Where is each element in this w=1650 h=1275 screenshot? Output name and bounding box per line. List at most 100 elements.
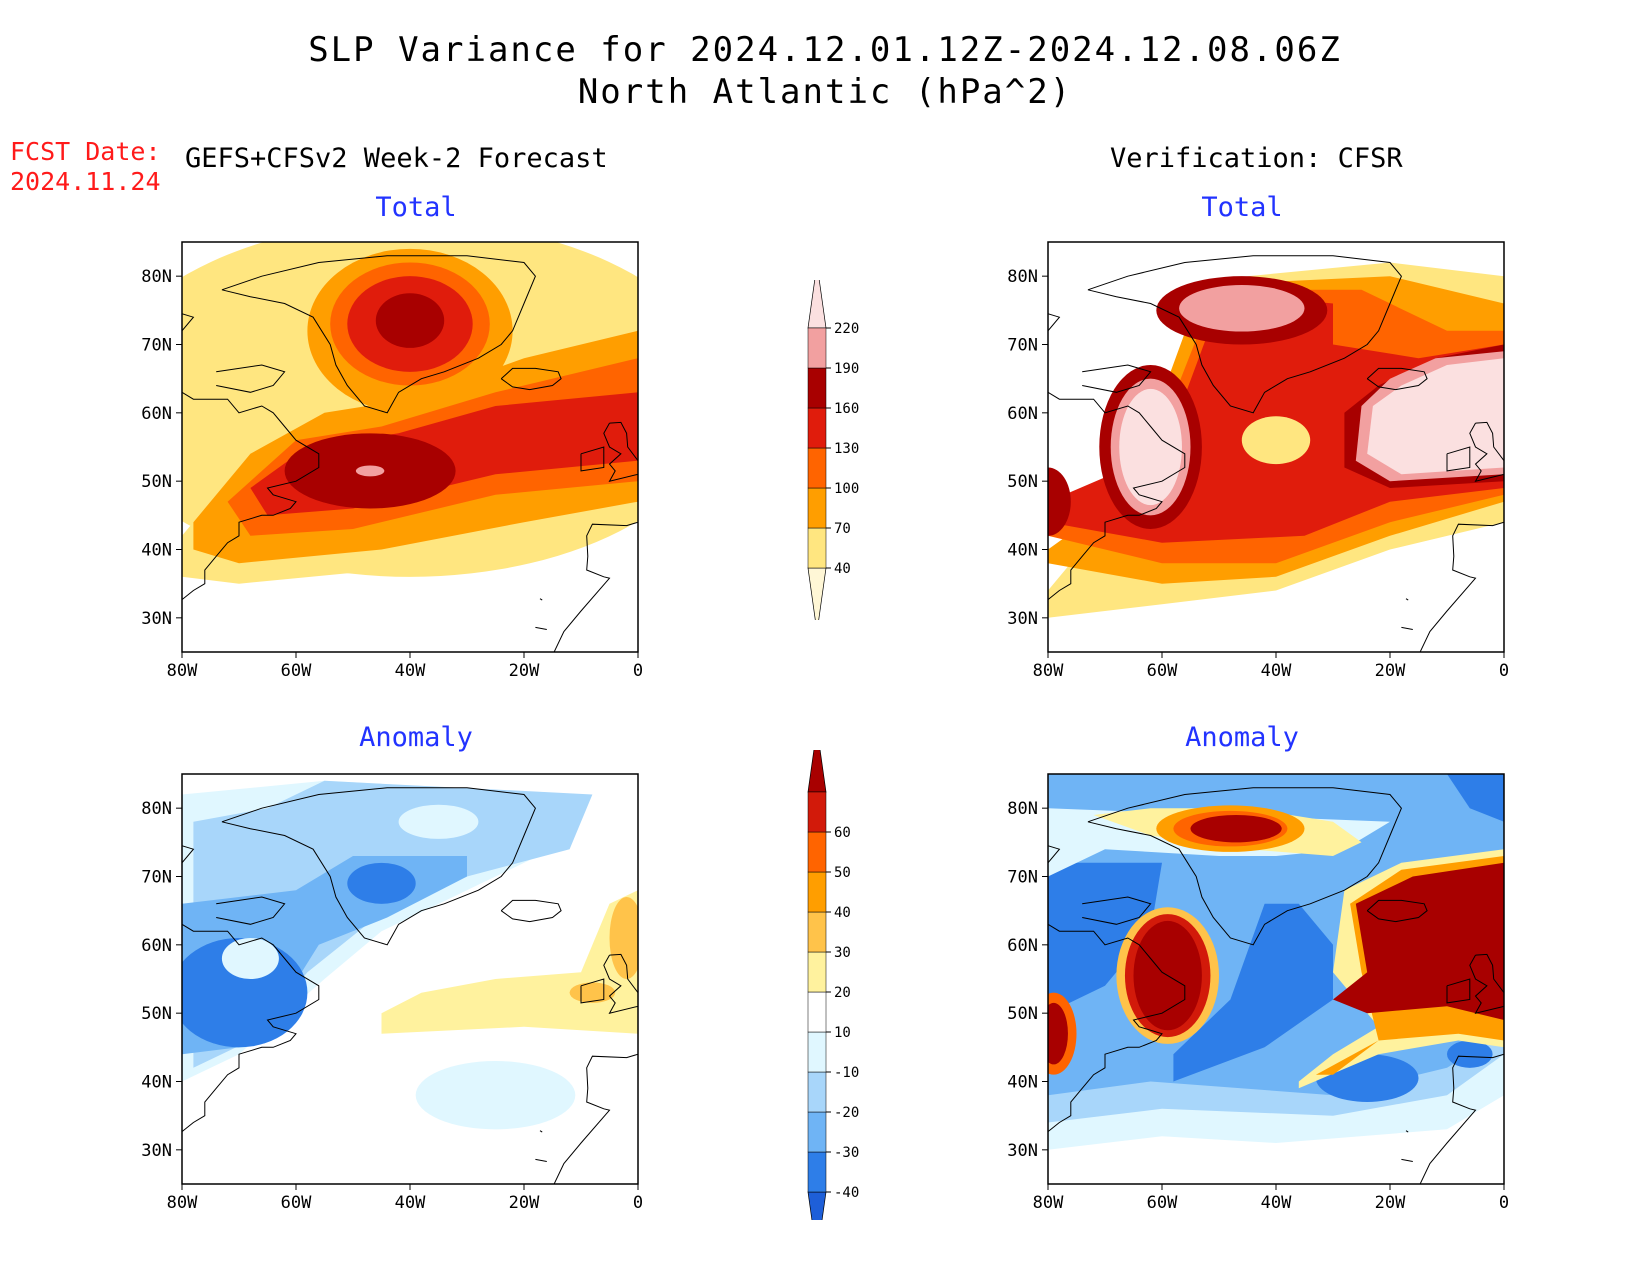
coastline (1405, 1130, 1409, 1133)
coastline (1048, 845, 1061, 864)
lon-tick-label: 80W (167, 661, 198, 681)
anomaly-colorbar-box (807, 991, 827, 1033)
verification-total-title: Total (1201, 192, 1283, 223)
lon-tick-label: 0 (633, 661, 643, 681)
lat-tick-label: 40N (141, 1073, 172, 1093)
anomaly-colorbar-label: 60 (834, 825, 851, 841)
anomaly-colorbar-label: -40 (834, 1185, 859, 1201)
total-colorbar-box (807, 327, 827, 369)
lon-tick-label: 60W (1147, 1193, 1178, 1213)
total-colorbar-box (807, 527, 827, 569)
lat-tick-label: 60N (1007, 404, 1038, 424)
anomaly-colorbar-box (807, 1031, 827, 1073)
coastline (539, 598, 543, 601)
total-colorbar-label: 40 (834, 561, 851, 577)
lon-tick-label: 20W (1375, 661, 1406, 681)
shade-160-190 (1048, 467, 1071, 536)
total-colorbar-box (807, 367, 827, 409)
anomaly-colorbar-label: 10 (834, 1025, 851, 1041)
shade-m40 (1048, 862, 1162, 1014)
shade-160-190 (375, 293, 445, 348)
coastline (500, 899, 562, 923)
total-colorbar-label: 130 (834, 441, 859, 457)
shade-40-70 (1241, 416, 1311, 465)
lat-tick-label: 50N (141, 472, 172, 492)
coastline (1082, 364, 1152, 393)
lat-tick-label: 40N (141, 541, 172, 561)
lon-tick-label: 0 (1499, 1193, 1509, 1213)
forecast-header: GEFS+CFSv2 Week-2 Forecast (185, 143, 608, 174)
shade-10-20 (381, 958, 638, 1034)
lat-tick-label: 30N (141, 1141, 172, 1161)
coastline (1469, 421, 1504, 482)
coastline (182, 923, 320, 1143)
lon-tick-label: 80W (1033, 1193, 1064, 1213)
total-colorbar-label: 70 (834, 521, 851, 537)
lon-tick-label: 20W (509, 1193, 540, 1213)
fcst-date-label: FCST Date: (10, 137, 161, 166)
shade-60+ (1048, 1002, 1068, 1065)
anomaly-colorbar-box (807, 1151, 827, 1193)
fcst-date-block: FCST Date: 2024.11.24 (10, 137, 161, 197)
verification-total-map: 80N 70N 60N 50N 40N 30N 80W 60W 40W 20W 0 (1007, 241, 1509, 681)
coastline (221, 255, 536, 414)
coastline (535, 626, 547, 630)
total-colorbar-label: 100 (834, 481, 859, 497)
shade-20-30 (569, 982, 616, 1003)
anomaly-colorbar-box (807, 1111, 827, 1153)
total-colorbar-box (807, 407, 827, 449)
coastline (1087, 787, 1402, 946)
shade-220+ (1367, 358, 1504, 475)
shade-m10-m20 (221, 938, 279, 979)
lat-tick-label: 40N (1007, 541, 1038, 561)
forecast-anomaly-title: Anomaly (359, 722, 473, 753)
coastline (1366, 367, 1428, 391)
lat-tick-label: 30N (1007, 609, 1038, 629)
coastline (182, 845, 195, 864)
coastline (1366, 899, 1428, 923)
total-colorbar: 40 70 100 130 160 190 220 (790, 263, 870, 633)
anomaly-colorbar-label: -20 (834, 1105, 859, 1121)
coastline (1446, 978, 1471, 1004)
lat-tick-label: 70N (1007, 868, 1038, 888)
lon-tick-label: 60W (1147, 661, 1178, 681)
coastline (182, 313, 195, 332)
verification-anomaly-title: Anomaly (1185, 722, 1299, 753)
coastline (603, 953, 638, 1014)
lat-tick-label: 80N (141, 799, 172, 819)
shade-190-220 (355, 465, 385, 477)
lat-tick-label: 30N (141, 609, 172, 629)
forecast-total-title: Total (375, 192, 457, 223)
coastline (216, 364, 286, 393)
coastline (1469, 953, 1504, 1014)
anomaly-colorbar-label: -30 (834, 1145, 859, 1161)
lon-tick-label: 20W (509, 661, 540, 681)
lon-tick-label: 80W (167, 1193, 198, 1213)
coastline (535, 1158, 547, 1162)
lon-tick-label: 20W (1375, 1193, 1406, 1213)
coastline (1048, 391, 1186, 611)
shade-m10-m20 (415, 1061, 576, 1130)
lon-tick-label: 60W (281, 1193, 312, 1213)
lat-tick-label: 70N (141, 868, 172, 888)
shade-60+ (1333, 862, 1504, 1020)
lon-tick-label: 60W (281, 661, 312, 681)
lon-tick-label: 40W (1261, 1193, 1292, 1213)
coastline (1048, 923, 1186, 1143)
total-colorbar-label: 190 (834, 361, 859, 377)
coastline (216, 896, 286, 925)
total-colorbar-box (807, 447, 827, 489)
anomaly-colorbar: -40 -30 -20 -10 10 20 30 40 50 60 (790, 727, 870, 1257)
coastline (1446, 446, 1471, 472)
coastline (603, 421, 638, 482)
coastline (500, 367, 562, 391)
shade-220+ (1119, 388, 1182, 506)
coastline (1419, 1053, 1504, 1184)
shade-m40 (347, 862, 416, 904)
anomaly-colorbar-box (807, 791, 827, 833)
anomaly-colorbar-box (807, 1071, 827, 1113)
shade-20-30 (609, 897, 638, 979)
anomaly-colorbar-label: 40 (834, 905, 851, 921)
coastline (1087, 255, 1402, 414)
coastline (580, 446, 605, 472)
